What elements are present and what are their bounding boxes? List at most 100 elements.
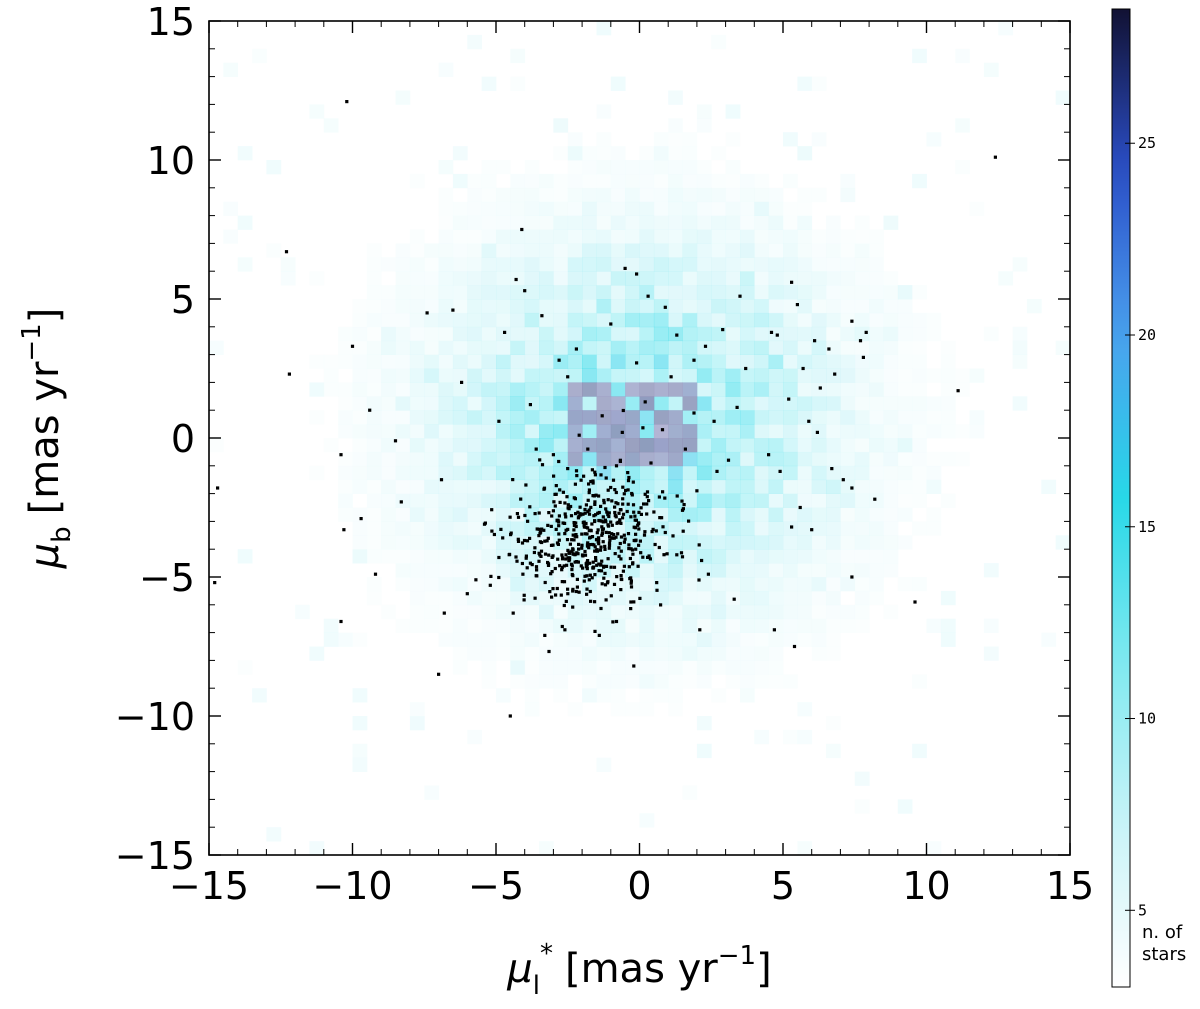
heatmap-cell <box>625 604 640 620</box>
heatmap-cell <box>740 354 755 369</box>
heatmap-cell-core <box>567 396 583 411</box>
heatmap-cell <box>783 299 798 314</box>
star-point <box>712 419 716 423</box>
heatmap-cell <box>625 173 640 189</box>
star-point <box>605 510 609 514</box>
heatmap-cell <box>524 229 540 244</box>
star-point <box>660 516 664 520</box>
heatmap-cell <box>596 660 612 675</box>
heatmap-cell <box>725 368 741 383</box>
star-point <box>564 599 568 603</box>
heatmap-cell <box>668 604 683 620</box>
heatmap-cell <box>768 243 784 258</box>
heatmap-cell <box>596 340 612 355</box>
heatmap-cell <box>840 465 856 481</box>
heatmap-cell <box>696 173 712 189</box>
heatmap-cell <box>409 312 425 328</box>
heatmap-cell <box>840 229 856 244</box>
heatmap-cell <box>725 312 741 328</box>
heatmap-cell <box>510 438 526 453</box>
star-point <box>571 547 575 551</box>
star-point <box>540 314 544 318</box>
star-point <box>576 510 580 514</box>
heatmap-cell <box>381 382 396 397</box>
heatmap-cell <box>567 479 583 494</box>
heatmap-cell <box>696 215 712 230</box>
heatmap-cell <box>754 507 770 522</box>
heatmap-cell <box>854 271 870 286</box>
heatmap-cell <box>725 632 741 647</box>
star-point <box>547 649 551 654</box>
heatmap-cell <box>596 201 612 216</box>
heatmap-cell <box>409 229 425 244</box>
heatmap-cell <box>912 410 927 425</box>
star-point <box>534 447 538 451</box>
star-point <box>583 511 587 515</box>
heatmap-cell <box>366 535 382 550</box>
heatmap-cell <box>682 201 698 216</box>
heatmap-cell <box>869 368 884 383</box>
heatmap-cell <box>811 243 827 258</box>
heatmap-cell <box>438 521 454 536</box>
heatmap-cell <box>668 146 683 161</box>
heatmap-cell <box>352 354 368 369</box>
heatmap-cell <box>682 215 698 230</box>
star-point <box>554 484 558 488</box>
star-point <box>538 531 542 535</box>
heatmap-cell <box>826 590 841 606</box>
heatmap-cell <box>352 688 368 703</box>
heatmap-cell <box>653 229 669 244</box>
heatmap-cell <box>510 229 526 244</box>
heatmap-cell <box>912 493 927 508</box>
heatmap-cell <box>438 590 454 606</box>
heatmap-cell-core <box>567 410 583 425</box>
star-point <box>451 308 455 312</box>
heatmap-cell <box>496 312 511 328</box>
heatmap-cell <box>797 451 813 467</box>
heatmap-cell <box>854 243 870 258</box>
star-point <box>572 523 576 527</box>
heatmap-cell <box>826 535 841 550</box>
heatmap-cell <box>553 604 569 620</box>
heatmap-cell <box>510 479 526 494</box>
heatmap-cell <box>452 326 468 342</box>
heatmap-cell <box>409 340 425 355</box>
heatmap-cell <box>926 618 942 633</box>
heatmap-cell <box>725 577 741 592</box>
star-point <box>609 594 613 598</box>
heatmap-cell <box>797 577 813 592</box>
star-point <box>629 600 633 604</box>
heatmap-cell <box>811 521 827 536</box>
heatmap-cell <box>940 632 956 647</box>
star-point <box>566 375 570 379</box>
heatmap-cell <box>811 132 827 147</box>
heatmap-cell <box>610 340 626 355</box>
x-tick-label: 10 <box>902 864 950 908</box>
heatmap-cell <box>1055 90 1071 105</box>
heatmap-cell <box>510 577 526 592</box>
star-point <box>597 537 601 541</box>
star-point <box>626 488 630 492</box>
star-point <box>738 294 742 298</box>
heatmap-cell <box>639 299 655 314</box>
heatmap-cell-core <box>653 382 669 397</box>
heatmap-cell <box>467 493 482 508</box>
heatmap-cell <box>797 285 813 300</box>
star-point <box>547 511 551 515</box>
star-point <box>543 539 547 543</box>
heatmap-cell <box>381 438 396 453</box>
heatmap-cell <box>596 215 612 230</box>
colorbar-title-line-2: stars <box>1142 944 1186 965</box>
heatmap-cell <box>998 21 1014 36</box>
heatmap-cell <box>897 493 913 508</box>
heatmap-cell <box>237 146 253 161</box>
heatmap-cell <box>481 257 497 272</box>
heatmap-cell <box>854 799 870 814</box>
star-point <box>615 575 619 579</box>
heatmap-cell-core <box>639 382 655 397</box>
heatmap-cell <box>711 521 727 536</box>
star-point <box>584 503 588 507</box>
star-point <box>593 545 597 549</box>
heatmap-cell <box>366 396 382 411</box>
heatmap-cell <box>639 160 655 175</box>
